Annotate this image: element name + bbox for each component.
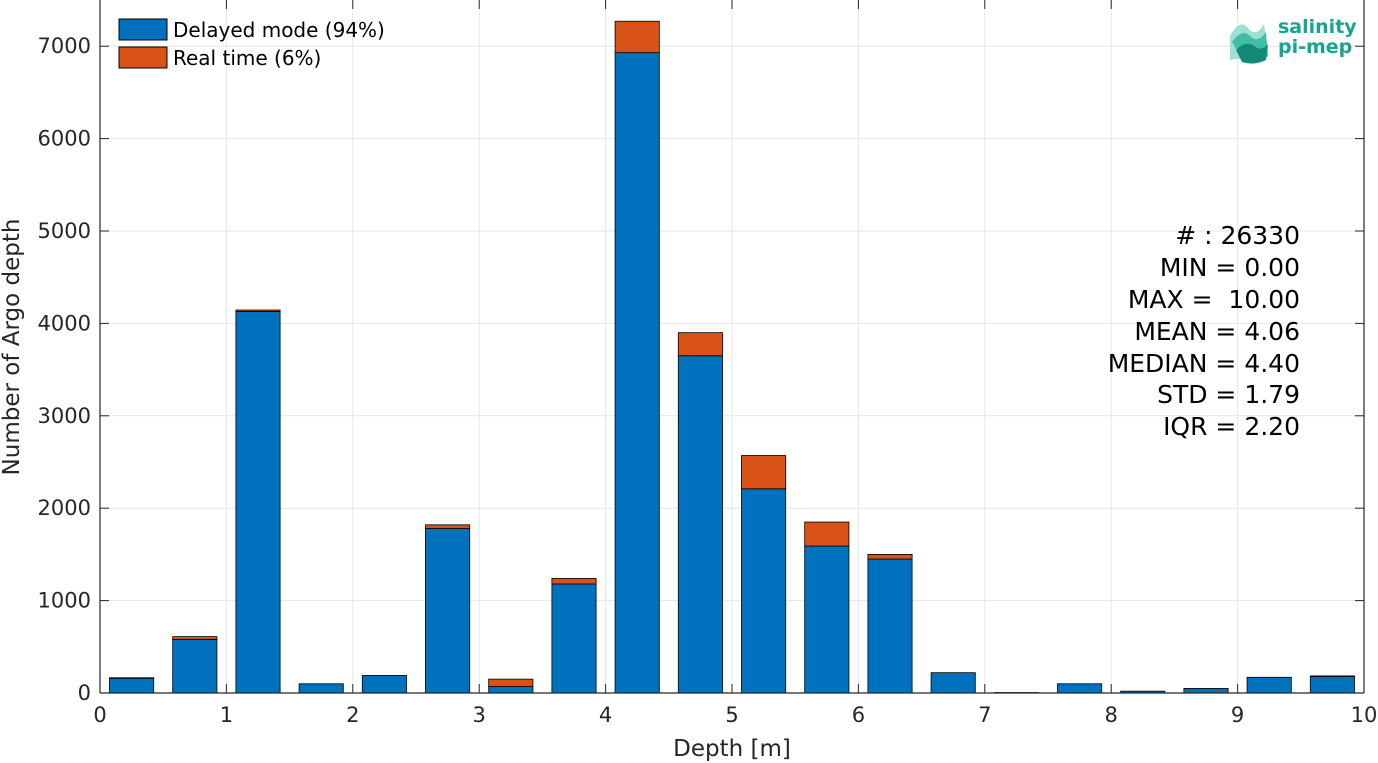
bar-delayed-mode bbox=[614, 52, 660, 694]
bar-delayed-mode bbox=[425, 528, 471, 694]
bar-delayed-mode bbox=[551, 583, 597, 694]
bar-delayed-mode bbox=[172, 639, 218, 694]
bar-real-time bbox=[551, 578, 597, 585]
stat-median: MEDIAN = 4.40 bbox=[1108, 349, 1300, 378]
bar-delayed-mode bbox=[488, 686, 534, 694]
x-axis-label: Depth [m] bbox=[673, 736, 791, 762]
bar-real-time bbox=[488, 678, 534, 687]
x-tick-label: 5 bbox=[725, 703, 738, 727]
stat-mean: MEAN = 4.06 bbox=[1134, 317, 1300, 346]
bar-delayed-mode bbox=[1057, 683, 1103, 694]
bar-real-time bbox=[1309, 675, 1355, 677]
bar-delayed-mode bbox=[930, 672, 976, 694]
y-tick-label: 4000 bbox=[38, 311, 91, 335]
bar-delayed-mode bbox=[867, 558, 913, 694]
logo-line2: pi-mep bbox=[1278, 36, 1352, 58]
bar-real-time bbox=[425, 524, 471, 529]
bar-real-time bbox=[235, 309, 281, 312]
y-ticks: 0 1000 2000 3000 4000 5000 6000 7000 bbox=[38, 34, 1364, 705]
stat-std: STD = 1.79 bbox=[1157, 380, 1300, 409]
bar-delayed-mode bbox=[741, 488, 787, 694]
bar-delayed-mode bbox=[677, 355, 723, 694]
stat-min: MIN = 0.00 bbox=[1160, 253, 1300, 282]
bars-group bbox=[109, 20, 1355, 694]
logo-line1: salinity bbox=[1278, 16, 1357, 38]
y-tick-label: 0 bbox=[78, 681, 91, 705]
bar-delayed-mode bbox=[1309, 675, 1355, 694]
stat-max: MAX = 10.00 bbox=[1128, 285, 1300, 314]
legend-swatch-realtime bbox=[118, 46, 168, 69]
x-ticks: 0 1 2 3 4 5 6 7 8 9 10 bbox=[93, 0, 1377, 727]
stat-iqr: IQR = 2.20 bbox=[1163, 412, 1300, 441]
y-axis-label: Number of Argo depth bbox=[0, 219, 25, 476]
y-tick-label: 3000 bbox=[38, 404, 91, 428]
x-tick-label: 4 bbox=[599, 703, 612, 727]
y-tick-label: 5000 bbox=[38, 219, 91, 243]
x-tick-label: 8 bbox=[1105, 703, 1118, 727]
bar-delayed-mode bbox=[298, 683, 344, 694]
y-tick-label: 2000 bbox=[38, 496, 91, 520]
bar-delayed-mode bbox=[1246, 676, 1292, 694]
legend: Delayed mode (94%) Real time (6%) bbox=[118, 18, 385, 70]
x-tick-label: 0 bbox=[93, 703, 106, 727]
stat-count: # : 26330 bbox=[1175, 221, 1300, 250]
x-tick-label: 1 bbox=[220, 703, 233, 727]
bar-delayed-mode bbox=[804, 545, 850, 694]
bar-delayed-mode bbox=[1183, 687, 1229, 694]
bar-delayed-mode bbox=[109, 677, 155, 694]
y-tick-label: 6000 bbox=[38, 127, 91, 151]
legend-label-delayed: Delayed mode (94%) bbox=[173, 18, 385, 42]
legend-swatch-delayed bbox=[118, 18, 168, 41]
x-tick-label: 3 bbox=[473, 703, 486, 727]
bar-real-time bbox=[614, 20, 660, 54]
x-tick-label: 9 bbox=[1231, 703, 1244, 727]
x-tick-label: 10 bbox=[1351, 703, 1378, 727]
bar-delayed-mode bbox=[361, 675, 407, 694]
bar-delayed-mode bbox=[235, 310, 281, 694]
bar-real-time bbox=[677, 332, 723, 357]
statistics-box: # : 26330 MIN = 0.00 MAX = 10.00 MEAN = … bbox=[1108, 221, 1300, 441]
x-tick-label: 6 bbox=[852, 703, 865, 727]
bar-real-time bbox=[172, 636, 218, 640]
bar-real-time bbox=[741, 455, 787, 490]
bar-real-time bbox=[804, 521, 850, 547]
y-tick-label: 1000 bbox=[38, 589, 91, 613]
x-tick-label: 2 bbox=[346, 703, 359, 727]
y-tick-label: 7000 bbox=[38, 34, 91, 58]
wave-icon bbox=[1230, 24, 1268, 64]
bar-real-time bbox=[867, 554, 913, 560]
legend-label-realtime: Real time (6%) bbox=[173, 46, 321, 70]
x-tick-label: 7 bbox=[978, 703, 991, 727]
bar-real-time bbox=[109, 677, 155, 679]
salinity-pimep-logo: salinity pi-mep bbox=[1230, 16, 1357, 64]
